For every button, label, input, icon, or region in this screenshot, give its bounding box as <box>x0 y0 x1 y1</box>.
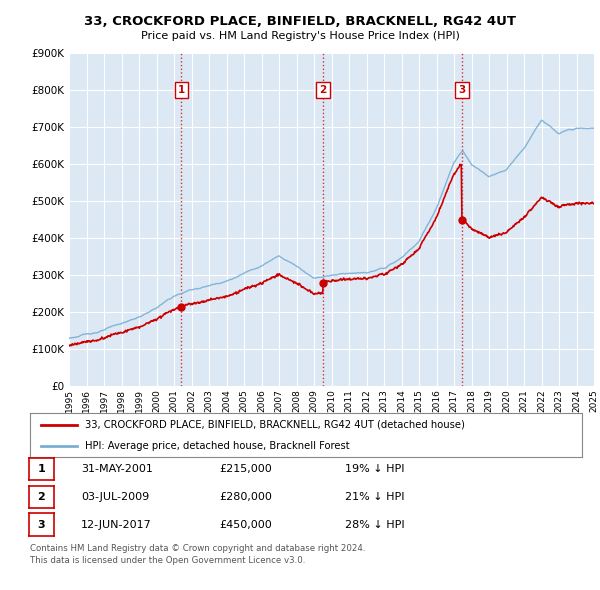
Text: 31-MAY-2001: 31-MAY-2001 <box>81 464 153 474</box>
Text: £450,000: £450,000 <box>219 520 272 529</box>
Text: £280,000: £280,000 <box>219 492 272 502</box>
Text: This data is licensed under the Open Government Licence v3.0.: This data is licensed under the Open Gov… <box>30 556 305 565</box>
Text: 2: 2 <box>38 492 45 502</box>
Text: 03-JUL-2009: 03-JUL-2009 <box>81 492 149 502</box>
Text: 1: 1 <box>38 464 45 474</box>
Text: Price paid vs. HM Land Registry's House Price Index (HPI): Price paid vs. HM Land Registry's House … <box>140 31 460 41</box>
Text: Contains HM Land Registry data © Crown copyright and database right 2024.: Contains HM Land Registry data © Crown c… <box>30 545 365 553</box>
Text: 1: 1 <box>178 85 185 95</box>
Text: HPI: Average price, detached house, Bracknell Forest: HPI: Average price, detached house, Brac… <box>85 441 350 451</box>
Text: 2: 2 <box>319 85 326 95</box>
Text: 3: 3 <box>38 520 45 529</box>
Text: 21% ↓ HPI: 21% ↓ HPI <box>345 492 404 502</box>
Text: 12-JUN-2017: 12-JUN-2017 <box>81 520 152 529</box>
Text: £215,000: £215,000 <box>219 464 272 474</box>
Text: 19% ↓ HPI: 19% ↓ HPI <box>345 464 404 474</box>
Text: 28% ↓ HPI: 28% ↓ HPI <box>345 520 404 529</box>
Text: 3: 3 <box>458 85 466 95</box>
Text: 33, CROCKFORD PLACE, BINFIELD, BRACKNELL, RG42 4UT: 33, CROCKFORD PLACE, BINFIELD, BRACKNELL… <box>84 15 516 28</box>
Text: 33, CROCKFORD PLACE, BINFIELD, BRACKNELL, RG42 4UT (detached house): 33, CROCKFORD PLACE, BINFIELD, BRACKNELL… <box>85 420 465 430</box>
